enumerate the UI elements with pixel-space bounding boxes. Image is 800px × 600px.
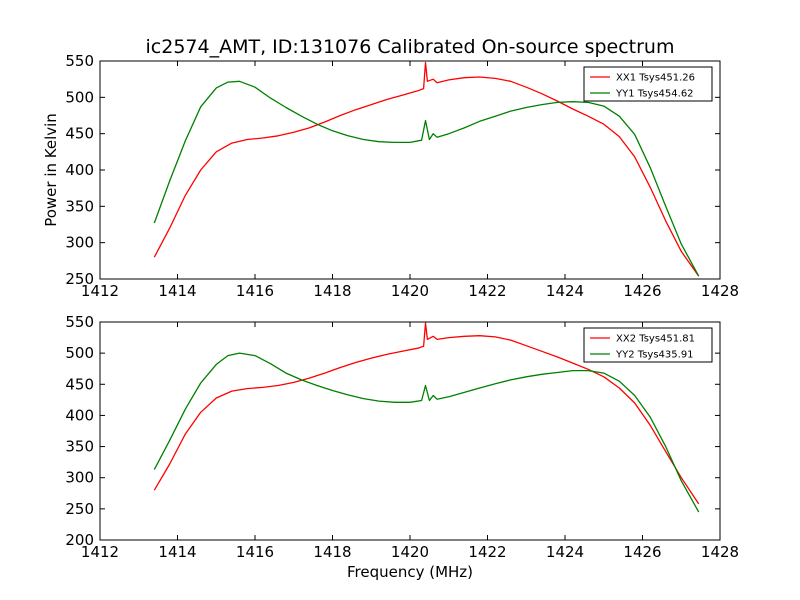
x-axis-label: Frequency (MHz): [347, 563, 473, 581]
x-tick-label: 1418: [313, 282, 351, 300]
bottom-panel: 1412 1414 1416 1418 1420 1422 1424 1426 1428 200 2…: [65, 313, 739, 561]
legend-box: [583, 66, 713, 102]
y-tick-label: 500: [65, 88, 94, 106]
legend-entry: XX1 Tsys451.26: [616, 73, 695, 84]
y-tick-label: 300: [65, 234, 94, 252]
legend-entry: YY1 Tsys454.62: [615, 89, 694, 100]
series-line-2: [153, 352, 700, 513]
y-tick-label: 500: [65, 344, 94, 362]
series-line-1: [153, 61, 700, 277]
y-axis-label: Power in Kelvin: [42, 113, 60, 227]
series-line-2: [153, 80, 700, 277]
x-tick-label: 1424: [546, 282, 584, 300]
x-tick-label: 1418: [313, 543, 351, 561]
x-tick-label: 1414: [158, 543, 196, 561]
legend-box: [583, 327, 713, 363]
legend: XX2 Tsys451.81 YY2 Tsys435.91: [583, 327, 713, 363]
x-tick-label: 1426: [623, 282, 661, 300]
x-tick-label: 1428: [701, 282, 739, 300]
x-tick-label: 1428: [701, 543, 739, 561]
y-tick-label: 350: [65, 438, 94, 456]
x-tick-label: 1412: [81, 282, 119, 300]
x-tick-label: 1420: [391, 543, 429, 561]
top-panel: 1412 1414 1416 1418 1420 1422 1424 1426 1428 250 3…: [65, 52, 739, 300]
legend-entry: YY2 Tsys435.91: [615, 350, 694, 361]
legend-entry: XX2 Tsys451.81: [616, 334, 695, 345]
x-tick-label: 1420: [391, 282, 429, 300]
x-tick-label: 1416: [236, 543, 274, 561]
chart-title: ic2574_AMT, ID:131076 Calibrated On-sour…: [146, 36, 675, 58]
y-tick-label: 400: [65, 406, 94, 424]
y-tick-label: 250: [65, 500, 94, 518]
y-tick-label: 350: [65, 197, 94, 215]
x-tick-label: 1422: [468, 543, 506, 561]
x-tick-label: 1416: [236, 282, 274, 300]
y-tick-label: 550: [65, 52, 94, 70]
x-tick-label: 1426: [623, 543, 661, 561]
y-tick-label: 250: [65, 270, 94, 288]
y-tick-label: 450: [65, 375, 94, 393]
y-tick-label: 400: [65, 161, 94, 179]
x-tick-label: 1424: [546, 543, 584, 561]
x-tick-label: 1414: [158, 282, 196, 300]
x-tick-label: 1412: [81, 543, 119, 561]
legend: XX1 Tsys451.26 YY1 Tsys454.62: [583, 66, 713, 102]
series-line-1: [153, 322, 700, 505]
y-tick-label: 300: [65, 469, 94, 487]
y-tick-label: 200: [65, 531, 94, 549]
y-tick-label: 550: [65, 313, 94, 331]
x-tick-label: 1422: [468, 282, 506, 300]
y-tick-label: 450: [65, 125, 94, 143]
